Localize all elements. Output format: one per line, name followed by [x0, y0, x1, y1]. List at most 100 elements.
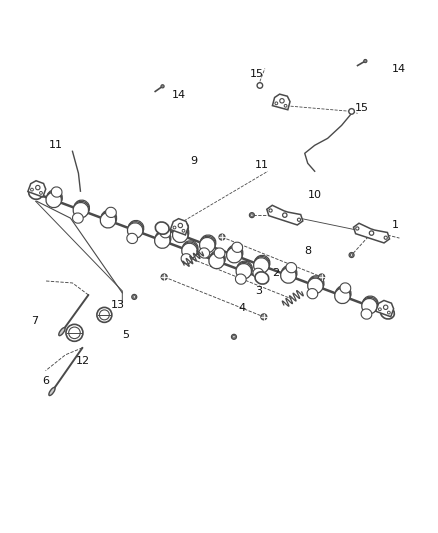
Circle shape	[356, 227, 359, 230]
Text: 3: 3	[255, 286, 262, 296]
Ellipse shape	[106, 207, 117, 217]
Ellipse shape	[214, 248, 225, 258]
Circle shape	[161, 85, 164, 88]
Text: 15: 15	[355, 103, 368, 114]
Circle shape	[297, 218, 300, 221]
Ellipse shape	[232, 242, 243, 253]
Circle shape	[251, 214, 253, 216]
Ellipse shape	[236, 263, 251, 279]
Circle shape	[283, 213, 287, 217]
Text: 15: 15	[250, 69, 264, 78]
Ellipse shape	[235, 274, 246, 284]
Ellipse shape	[200, 237, 215, 253]
Ellipse shape	[362, 297, 378, 312]
Ellipse shape	[336, 286, 351, 301]
Ellipse shape	[361, 309, 372, 319]
Polygon shape	[376, 301, 394, 317]
Text: 14: 14	[172, 91, 186, 100]
Ellipse shape	[201, 235, 216, 251]
Ellipse shape	[254, 255, 270, 271]
Circle shape	[280, 99, 284, 103]
Ellipse shape	[128, 222, 143, 237]
Ellipse shape	[182, 243, 197, 259]
Text: 14: 14	[392, 63, 406, 74]
Ellipse shape	[155, 233, 170, 248]
Ellipse shape	[127, 233, 138, 244]
Text: 5: 5	[122, 330, 129, 340]
Ellipse shape	[128, 221, 144, 236]
Ellipse shape	[51, 187, 62, 197]
Ellipse shape	[308, 276, 324, 291]
Ellipse shape	[363, 296, 378, 311]
Circle shape	[349, 109, 354, 114]
Circle shape	[249, 213, 254, 217]
Ellipse shape	[181, 254, 192, 264]
Circle shape	[161, 274, 167, 280]
Circle shape	[350, 254, 353, 256]
Ellipse shape	[160, 228, 171, 238]
Ellipse shape	[46, 191, 62, 206]
Circle shape	[178, 223, 183, 228]
Ellipse shape	[362, 298, 377, 314]
Ellipse shape	[253, 268, 264, 278]
Ellipse shape	[127, 223, 143, 238]
Ellipse shape	[59, 328, 65, 336]
Circle shape	[173, 226, 176, 229]
Ellipse shape	[73, 213, 83, 223]
Ellipse shape	[227, 245, 243, 261]
Circle shape	[384, 236, 387, 239]
Circle shape	[31, 188, 33, 191]
Text: 10: 10	[308, 190, 322, 200]
Ellipse shape	[210, 251, 225, 266]
Ellipse shape	[155, 222, 169, 234]
Ellipse shape	[237, 261, 252, 277]
Ellipse shape	[199, 248, 210, 258]
Polygon shape	[353, 223, 389, 243]
Ellipse shape	[101, 212, 116, 227]
Ellipse shape	[178, 222, 188, 232]
Ellipse shape	[100, 213, 116, 228]
Ellipse shape	[281, 268, 296, 283]
Circle shape	[182, 229, 185, 232]
Circle shape	[284, 104, 287, 107]
Circle shape	[384, 305, 388, 310]
Circle shape	[66, 325, 83, 341]
Ellipse shape	[173, 227, 188, 243]
Text: 8: 8	[305, 246, 312, 256]
Circle shape	[275, 102, 278, 104]
Circle shape	[132, 294, 137, 300]
Text: 11: 11	[49, 140, 63, 150]
Text: 6: 6	[42, 376, 49, 386]
Circle shape	[233, 336, 235, 338]
Ellipse shape	[281, 266, 297, 282]
Polygon shape	[28, 181, 46, 197]
Ellipse shape	[73, 203, 88, 218]
Ellipse shape	[255, 272, 269, 284]
Circle shape	[269, 209, 272, 212]
Text: 11: 11	[255, 160, 269, 170]
Circle shape	[39, 191, 42, 195]
Ellipse shape	[74, 201, 89, 216]
Circle shape	[349, 253, 354, 257]
Circle shape	[257, 83, 263, 88]
Circle shape	[99, 310, 110, 320]
Circle shape	[261, 314, 267, 320]
Ellipse shape	[237, 262, 252, 278]
Ellipse shape	[282, 265, 297, 281]
Ellipse shape	[74, 200, 89, 215]
Circle shape	[35, 185, 40, 190]
Ellipse shape	[308, 277, 324, 292]
Ellipse shape	[155, 232, 170, 247]
Text: 13: 13	[111, 300, 125, 310]
Ellipse shape	[286, 263, 297, 273]
Ellipse shape	[227, 246, 242, 262]
Ellipse shape	[335, 287, 350, 302]
Ellipse shape	[226, 248, 242, 263]
Circle shape	[97, 308, 112, 322]
Polygon shape	[267, 205, 303, 225]
Ellipse shape	[46, 192, 61, 208]
Ellipse shape	[209, 252, 225, 268]
Text: 4: 4	[238, 303, 245, 313]
Ellipse shape	[200, 236, 215, 252]
Circle shape	[378, 308, 381, 311]
